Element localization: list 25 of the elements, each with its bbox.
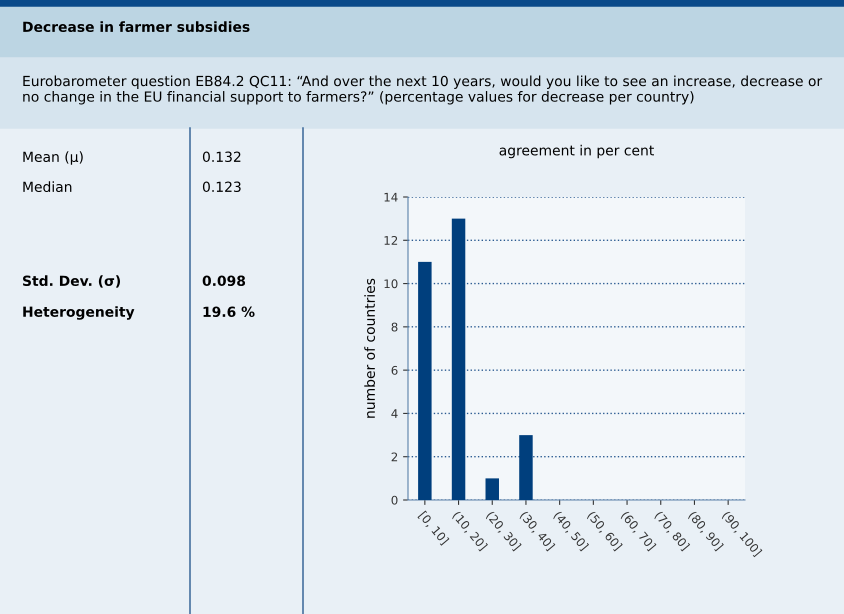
bar: [418, 262, 432, 500]
y-tick-label: 6: [392, 366, 398, 375]
text: 0.098: [202, 276, 246, 286]
text: Decrease in farmer subsidies: [23, 21, 250, 32]
bar: [486, 478, 499, 500]
x-axis-title: agreement in per cent: [500, 144, 654, 158]
y-axis-title: number of countries: [364, 278, 376, 418]
text: Median: [23, 181, 72, 192]
y-tick-label: 10: [384, 279, 398, 288]
y-tick-label: 12: [384, 236, 398, 245]
chart-subtitle: Eurobarometer question EB84.2 QC11: “And over the next 10 years, would you like to see an increase, decrease or no change in the EU financial support to farmers?” (percentage values for decrease per country): [23, 76, 822, 104]
y-tick-label: 14: [384, 192, 398, 202]
bar: [452, 218, 466, 500]
text: 19.6 %: [204, 306, 255, 318]
y-tick-label: 0: [392, 496, 398, 505]
text: Mean (μ): [23, 151, 83, 165]
text: 0.123: [202, 182, 241, 192]
bar: [519, 435, 533, 500]
text: Std. Dev. (σ): [22, 275, 120, 288]
y-tick-label: 4: [391, 409, 398, 418]
y-tick-label: 2: [392, 452, 398, 462]
text: 0.132: [202, 152, 240, 162]
text: Heterogeneity: [23, 306, 134, 320]
x-tick-label: [0, 10]: [417, 510, 450, 546]
y-tick-label: 8: [392, 322, 398, 332]
